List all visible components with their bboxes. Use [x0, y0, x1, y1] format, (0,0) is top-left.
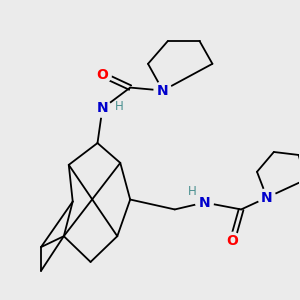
- Text: N: N: [97, 101, 108, 116]
- Text: O: O: [226, 234, 238, 248]
- Circle shape: [195, 193, 214, 212]
- Circle shape: [257, 188, 276, 207]
- Circle shape: [223, 232, 242, 251]
- Circle shape: [153, 81, 172, 100]
- Text: O: O: [97, 68, 108, 82]
- Text: H: H: [114, 100, 123, 112]
- Circle shape: [93, 65, 112, 84]
- Text: H: H: [188, 185, 197, 198]
- Text: N: N: [261, 190, 273, 205]
- Text: N: N: [199, 196, 210, 209]
- Circle shape: [93, 99, 112, 118]
- Text: N: N: [157, 84, 169, 98]
